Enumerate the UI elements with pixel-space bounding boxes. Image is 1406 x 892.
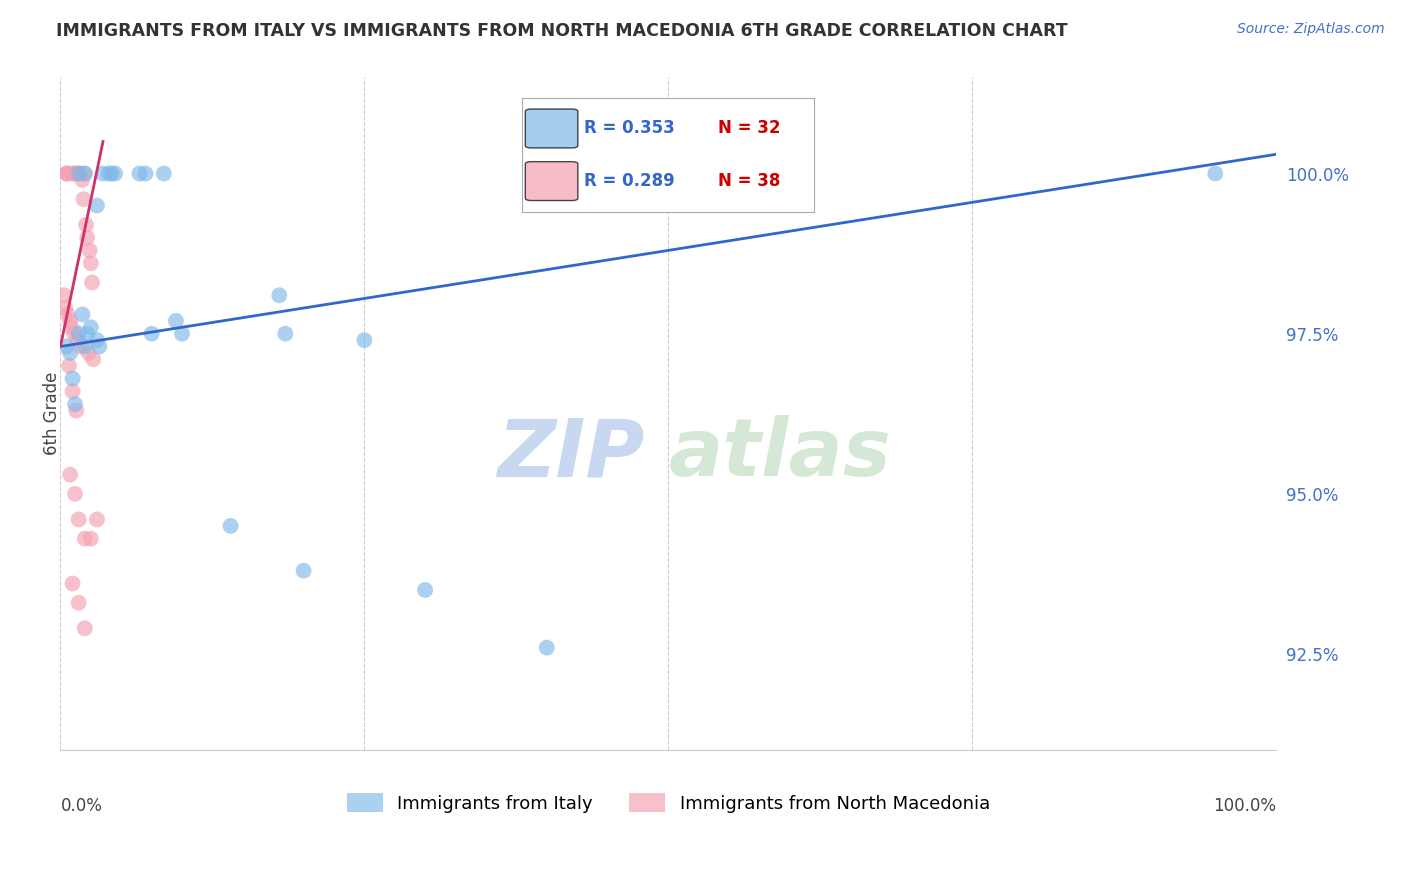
Point [67,167,90,181]
Point [62,384,84,399]
Text: Source: ZipAtlas.com: Source: ZipAtlas.com [1237,22,1385,37]
Point [1204,167,1226,181]
Point [56,308,79,322]
Point [63,487,86,501]
Point [73,532,96,546]
Text: IMMIGRANTS FROM ITALY VS IMMIGRANTS FROM NORTH MACEDONIA 6TH GRADE CORRELATION C: IMMIGRANTS FROM ITALY VS IMMIGRANTS FROM… [56,22,1069,40]
Point [76,230,98,244]
Point [59,314,82,328]
Point [170,326,193,341]
Point [86,198,108,212]
Point [91,167,114,181]
Point [80,256,103,270]
Y-axis label: 6th Grade: 6th Grade [44,372,60,456]
Point [58,359,80,373]
Point [73,167,96,181]
Point [66,333,89,347]
Point [59,346,82,360]
Point [60,320,83,334]
Point [152,167,174,181]
Point [72,173,94,187]
Point [135,167,157,181]
Point [79,244,101,258]
Text: 100.0%: 100.0% [1213,797,1277,815]
Point [62,167,84,181]
Point [86,333,108,347]
Text: atlas: atlas [668,415,891,493]
Point [76,326,98,341]
Point [165,314,187,328]
Point [89,339,111,353]
Point [73,167,96,181]
Point [63,397,86,411]
Point [62,576,84,591]
Point [67,512,90,526]
Point [70,339,93,353]
Point [141,326,163,341]
Legend: Immigrants from Italy, Immigrants from North Macedonia: Immigrants from Italy, Immigrants from N… [337,784,998,822]
Text: 0.0%: 0.0% [60,797,103,815]
Point [55,167,77,181]
Point [269,288,291,302]
Point [73,621,96,635]
Point [65,403,87,417]
Point [80,276,103,290]
Point [353,333,375,347]
Point [72,192,94,206]
Point [536,640,558,655]
Point [67,326,90,341]
Point [75,218,97,232]
Point [82,352,104,367]
Point [53,301,76,315]
Point [63,326,86,341]
Point [274,326,297,341]
Point [53,288,76,302]
Point [67,596,90,610]
Point [80,532,103,546]
Point [413,582,436,597]
Point [55,167,77,181]
Point [104,167,127,181]
Point [63,167,86,181]
Point [65,167,87,181]
Point [59,467,82,482]
Point [219,519,242,533]
Point [128,167,150,181]
Point [98,167,121,181]
Point [86,512,108,526]
Text: ZIP: ZIP [496,415,644,493]
Point [80,320,103,334]
Point [62,371,84,385]
Point [100,167,122,181]
Point [72,308,94,322]
Point [67,167,90,181]
Point [56,167,79,181]
Point [292,564,315,578]
Point [77,346,100,360]
Point [55,339,77,353]
Point [73,339,96,353]
Point [69,167,91,181]
